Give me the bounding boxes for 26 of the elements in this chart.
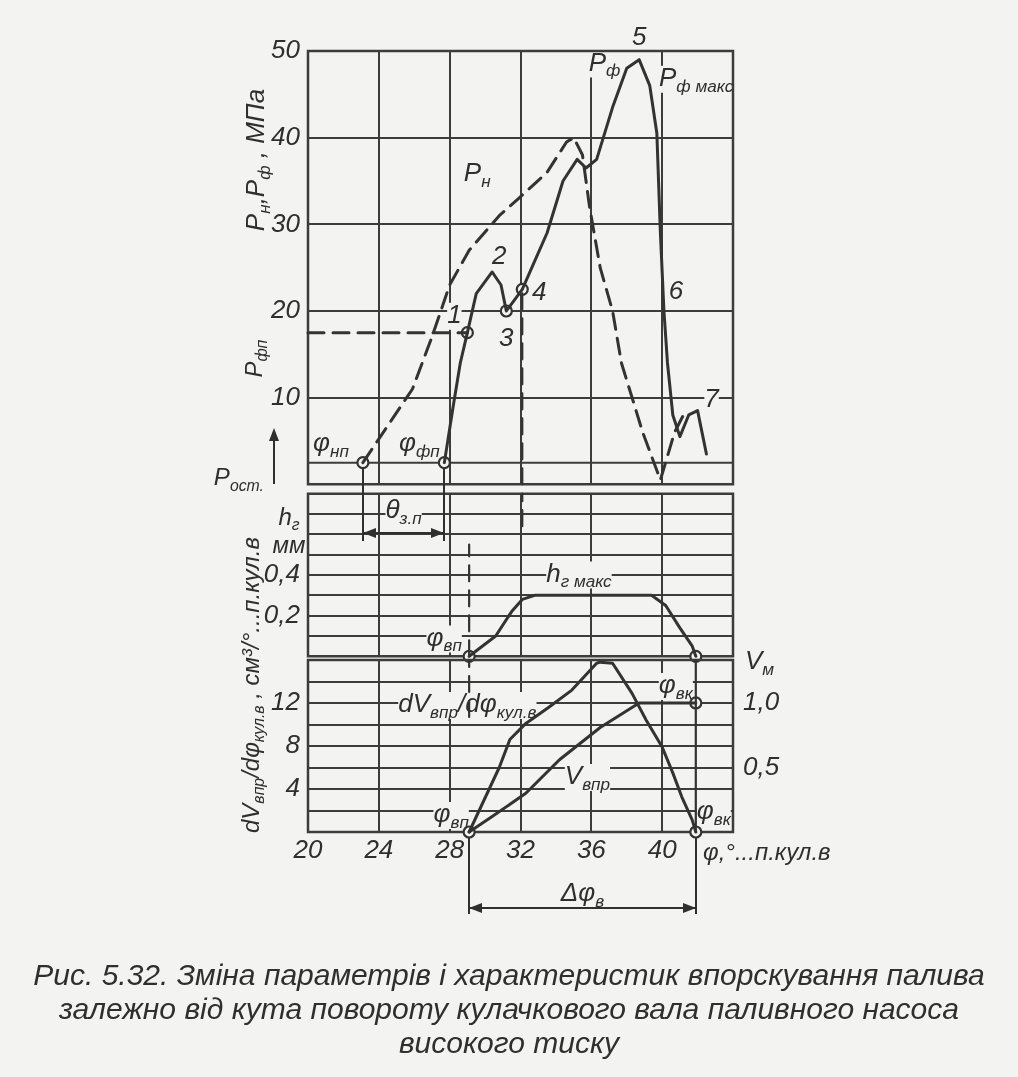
- y-tick-label: 8: [285, 729, 301, 760]
- y-tick-label: 10: [271, 380, 301, 411]
- x-tick-label: 32: [506, 833, 536, 864]
- y-tick-label: 0,4: [263, 558, 300, 589]
- y-tick-label: 20: [270, 294, 301, 325]
- x-tick-label: 28: [434, 833, 465, 864]
- x-tick-label: 24: [363, 833, 394, 864]
- annotation: 7: [704, 383, 721, 413]
- y2-tick-label: 1,0: [743, 686, 780, 717]
- text: Рис. 5.32. Зміна параметрів і характеристик впорскування палива залежно від кута повороту кулачкового вала паливного насоса високого тиску: [32, 958, 986, 1060]
- annotation: 1: [447, 299, 462, 330]
- y2-tick-label: 0,5: [743, 750, 780, 781]
- y-tick-label: 12: [271, 686, 301, 717]
- x-tick-label: 40: [647, 833, 678, 864]
- y-tick-label: 50: [271, 34, 301, 65]
- y-tick-label: 40: [271, 120, 301, 151]
- annotation: 3: [499, 322, 515, 353]
- text: Pфп: [239, 339, 270, 378]
- x-tick-label: 36: [576, 833, 607, 864]
- y-tick-label: 0,2: [263, 598, 301, 629]
- annotation: 5: [631, 21, 647, 52]
- annotation: 6: [668, 275, 684, 306]
- annotation: 4: [532, 275, 547, 306]
- annotation: 2: [490, 240, 507, 271]
- y-tick-label: 4: [285, 772, 300, 803]
- x-axis-title: φ,°...п.кул.в: [703, 837, 831, 865]
